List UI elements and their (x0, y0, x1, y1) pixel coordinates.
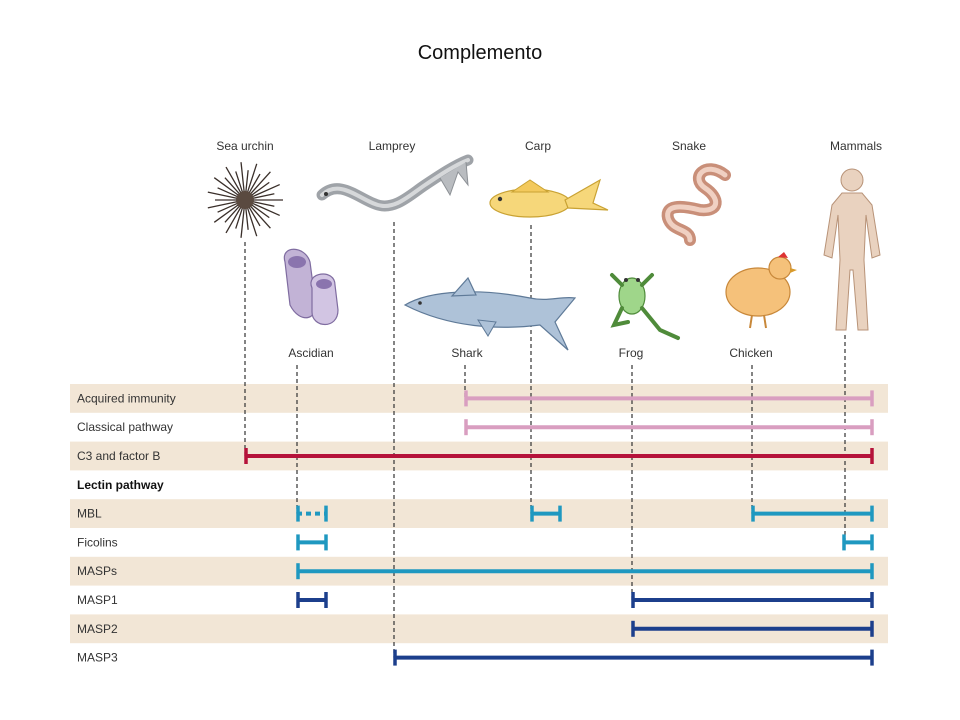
row-label-ficolins: Ficolins (77, 535, 118, 549)
row-label-classical-pathway: Classical pathway (77, 420, 173, 434)
animal-label-shark: Shark (451, 346, 483, 360)
row-label-lectin-pathway: Lectin pathway (77, 478, 164, 492)
span-masp1-9 (296, 592, 328, 608)
row-label-masp1: MASP1 (77, 593, 118, 607)
animal-label-frog: Frog (619, 346, 644, 360)
animal-label-chicken: Chicken (729, 346, 772, 360)
animal-labels: Sea urchin Lamprey Carp Snake Mammals Ascidia… (216, 139, 882, 360)
span-acquired-immunity-0 (464, 390, 874, 407)
lineage-dashed-lines (244, 222, 846, 658)
shark-icon (403, 276, 577, 351)
pathway-spans (244, 390, 874, 666)
span-mbl-5 (751, 505, 874, 522)
span-mbl-3 (296, 505, 328, 522)
animal-label-lamprey: Lamprey (369, 139, 416, 153)
sea-urchin-icon (207, 162, 283, 238)
frog-icon (610, 273, 680, 340)
row-label-masp3: MASP3 (77, 651, 118, 665)
row-label-mbl: MBL (77, 507, 102, 521)
ascidian-icon (283, 248, 339, 326)
row-label-masp2: MASP2 (77, 622, 118, 636)
lamprey-icon (316, 154, 474, 212)
animal-label-carp: Carp (525, 139, 551, 153)
span-masps-8 (296, 563, 874, 580)
span-classical-pathway-1 (464, 419, 874, 436)
carp-icon (489, 178, 609, 218)
span-masp1-10 (631, 592, 874, 608)
human-icon (823, 168, 881, 331)
animal-label-mammals: Mammals (830, 139, 882, 153)
chicken-icon (725, 252, 797, 329)
snake-icon (661, 163, 731, 246)
row-label-c3-and-factor-b: C3 and factor B (77, 449, 160, 463)
span-ficolins-6 (296, 534, 328, 551)
row-labels: Acquired immunity Classical pathway C3 and… (77, 391, 176, 664)
span-masp2-11 (631, 620, 874, 637)
row-label-masps: MASPs (77, 564, 117, 578)
span-c3-and-factor-b-2 (244, 448, 874, 464)
row-label-acquired-immunity: Acquired immunity (77, 391, 176, 405)
animal-label-sea-urchin: Sea urchin (216, 139, 273, 153)
span-masp3-12 (393, 649, 874, 666)
page-title: Complemento (417, 42, 543, 64)
span-mbl-4 (530, 505, 562, 522)
span-ficolins-7 (842, 534, 874, 551)
animal-label-ascidian: Ascidian (288, 346, 333, 360)
animal-label-snake: Snake (672, 139, 706, 153)
